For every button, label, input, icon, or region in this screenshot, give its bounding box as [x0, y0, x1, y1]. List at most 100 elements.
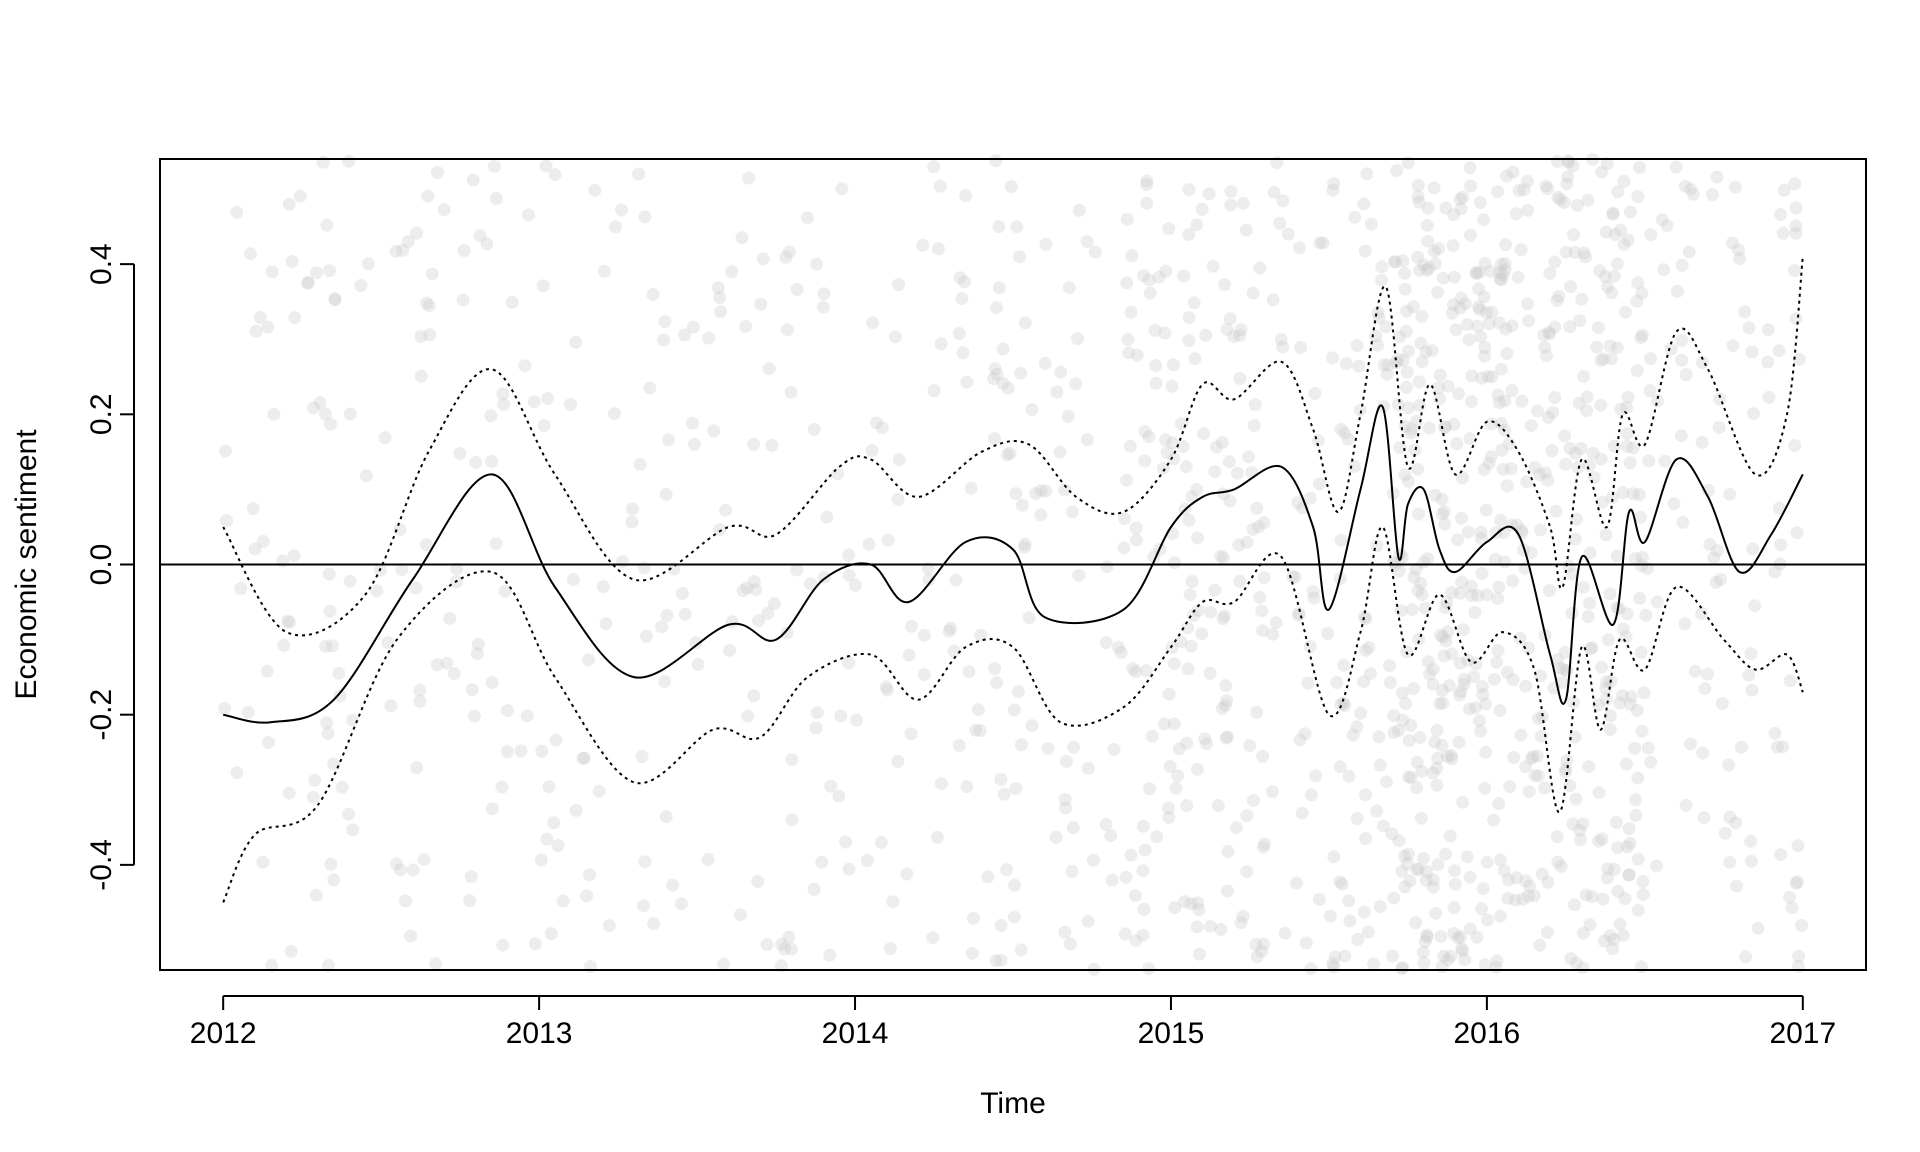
- scatter-point: [1457, 677, 1471, 691]
- scatter-point: [1447, 270, 1461, 284]
- scatter-point: [1066, 821, 1080, 835]
- scatter-point: [1342, 894, 1356, 908]
- scatter-point: [1171, 769, 1185, 783]
- scatter-point: [1670, 284, 1684, 298]
- scatter-point: [1243, 739, 1257, 752]
- scatter-point: [1611, 884, 1625, 898]
- scatter-point: [1312, 477, 1326, 491]
- scatter-point: [1265, 785, 1279, 799]
- scatter-point: [713, 290, 727, 304]
- scatter-point: [1167, 452, 1181, 466]
- scatter-point: [323, 604, 337, 618]
- scatter-point: [1498, 263, 1512, 277]
- scatter-point: [520, 709, 534, 723]
- scatter-point: [625, 515, 639, 529]
- scatter-point: [1211, 799, 1225, 812]
- scatter-point: [281, 614, 295, 628]
- scatter-point: [1730, 879, 1744, 893]
- scatter-point: [1010, 220, 1024, 234]
- scatter-point: [1191, 604, 1205, 617]
- scatter-point: [1247, 419, 1261, 432]
- scatter-point: [1231, 466, 1244, 480]
- scatter-point: [1496, 268, 1510, 282]
- scatter-point: [1451, 931, 1465, 945]
- scatter-point: [1550, 294, 1564, 307]
- scatter-point: [1398, 266, 1412, 280]
- scatter-point: [420, 538, 433, 552]
- scatter-point: [1402, 401, 1416, 415]
- scatter-point: [420, 296, 434, 310]
- scatter-point: [1592, 786, 1606, 800]
- scatter-point: [1099, 636, 1113, 650]
- scatter-point: [850, 713, 863, 727]
- scatter-point: [1248, 398, 1262, 412]
- scatter-point: [1522, 785, 1536, 799]
- scatter-point: [1286, 570, 1300, 584]
- scatter-point: [1570, 956, 1584, 970]
- x-tick-label: 2012: [190, 1017, 257, 1050]
- scatter-point: [485, 676, 499, 689]
- scatter-point: [1731, 243, 1745, 257]
- scatter-point: [782, 245, 796, 259]
- scatter-point: [1514, 728, 1528, 742]
- scatter-point: [230, 766, 244, 780]
- scatter-point: [1644, 228, 1658, 242]
- scatter-point: [1610, 257, 1624, 271]
- scatter-point: [810, 257, 824, 271]
- scatter-point: [1479, 697, 1493, 711]
- scatter-point: [1289, 876, 1303, 890]
- scatter-point: [1470, 930, 1484, 944]
- scatter-point: [747, 575, 761, 588]
- scatter-point: [1156, 461, 1170, 475]
- scatter-point: [414, 330, 428, 343]
- scatter-point: [1491, 644, 1505, 658]
- scatter-point: [1630, 294, 1644, 308]
- scatter-point: [774, 959, 788, 973]
- scatter-point: [1375, 260, 1389, 274]
- scatter-point: [1247, 794, 1260, 807]
- scatter-point: [1537, 328, 1551, 342]
- scatter-point: [588, 183, 602, 197]
- scatter-point: [1583, 546, 1597, 560]
- scatter-point: [1187, 609, 1201, 622]
- scatter-point: [1527, 889, 1541, 903]
- scatter-point: [1397, 849, 1411, 863]
- scatter-point: [1462, 333, 1476, 347]
- scatter-point: [1350, 812, 1364, 826]
- scatter-point: [404, 929, 418, 943]
- scatter-point: [747, 689, 761, 703]
- scatter-point: [1362, 640, 1376, 654]
- scatter-point: [528, 937, 542, 951]
- scatter-point: [1190, 762, 1204, 776]
- scatter-point: [1008, 878, 1022, 892]
- scatter-point: [1190, 218, 1204, 232]
- scatter-point: [1600, 871, 1614, 885]
- scatter-point: [657, 333, 671, 347]
- scatter-point: [1703, 538, 1717, 552]
- scatter-point: [1761, 355, 1775, 369]
- scatter-point: [1410, 755, 1424, 769]
- scatter-point: [1472, 265, 1486, 279]
- scatter-point: [1520, 475, 1534, 489]
- scatter-point: [1576, 817, 1590, 831]
- scatter-point: [1678, 179, 1692, 193]
- scatter-point: [1585, 890, 1599, 904]
- scatter-point: [1577, 369, 1591, 383]
- scatter-point: [1516, 892, 1530, 906]
- scatter-point: [1744, 834, 1758, 848]
- scatter-point: [1635, 328, 1649, 342]
- scatter-point: [934, 337, 948, 351]
- scatter-point: [465, 683, 479, 697]
- scatter-point: [1348, 210, 1362, 224]
- scatter-point: [1723, 487, 1737, 501]
- scatter-point: [1185, 575, 1199, 588]
- scatter-point: [1025, 403, 1039, 417]
- scatter-point: [1304, 788, 1318, 802]
- scatter-point: [662, 433, 676, 447]
- scatter-point: [1568, 730, 1582, 744]
- scatter-point: [1426, 766, 1440, 780]
- scatter-point: [301, 276, 315, 290]
- scatter-point: [1521, 174, 1534, 188]
- scatter-point: [1018, 316, 1032, 330]
- scatter-point: [1474, 330, 1488, 344]
